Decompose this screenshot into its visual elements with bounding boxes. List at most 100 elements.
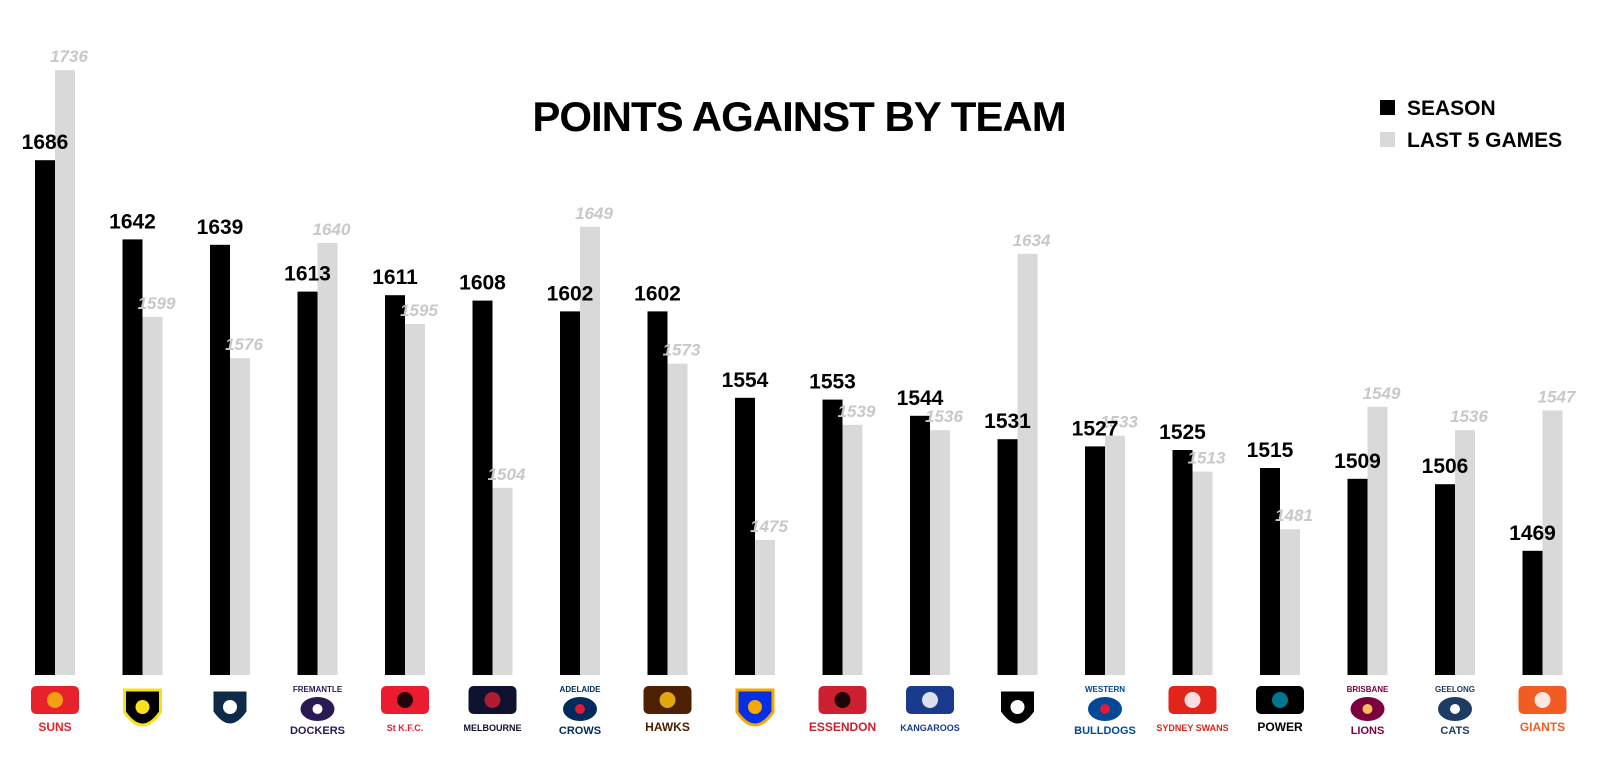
label-last5-western-bulldogs: 1533: [1100, 413, 1138, 432]
label-season-kangaroos: 1544: [897, 387, 944, 410]
label-season-hawks: 1602: [634, 282, 681, 305]
label-last5-magpies: 1634: [1013, 231, 1051, 250]
svg-text:GEELONG: GEELONG: [1435, 685, 1475, 694]
label-season-melbourne: 1608: [459, 272, 506, 295]
label-last5-tigers: 1599: [138, 294, 176, 313]
svg-text:St K.F.C.: St K.F.C.: [387, 723, 424, 733]
label-season-cats: 1506: [1422, 455, 1469, 478]
bar-last5-eagles: [755, 540, 775, 675]
west-coast-eagles-logo: [735, 688, 775, 727]
svg-text:GIANTS: GIANTS: [1520, 720, 1565, 734]
bar-last5-magpies: [1017, 253, 1038, 676]
label-season-blues: 1639: [197, 216, 244, 239]
legend-label-last5: LAST 5 GAMES: [1407, 129, 1562, 152]
bar-season-essendon: [822, 399, 843, 675]
label-season-power: 1515: [1247, 439, 1294, 462]
bar-season-kangaroos: [910, 415, 930, 675]
bar-season-suns: [35, 160, 55, 675]
bar-last5-tigers: [142, 316, 163, 675]
port-adelaide-power-logo: POWER: [1256, 686, 1304, 734]
label-season-giants: 1469: [1509, 522, 1556, 545]
bar-season-giants: [1522, 550, 1543, 675]
svg-text:SYDNEY SWANS: SYDNEY SWANS: [1156, 723, 1228, 733]
svg-text:KANGAROOS: KANGAROOS: [900, 723, 960, 733]
label-season-tigers: 1642: [109, 210, 156, 233]
label-last5-power: 1481: [1275, 506, 1313, 525]
geelong-cats-logo: GEELONG CATS: [1435, 685, 1475, 737]
richmond-tigers-logo: [123, 688, 162, 727]
bar-season-power: [1260, 468, 1280, 675]
legend-swatch-last5: [1380, 132, 1395, 147]
bar-last5-cats: [1455, 430, 1475, 675]
svg-text:CROWS: CROWS: [559, 725, 601, 737]
legend: SEASON LAST 5 GAMES: [1380, 97, 1562, 152]
svg-text:SUNS: SUNS: [38, 720, 71, 734]
label-season-dockers: 1613: [284, 263, 331, 286]
bar-season-melbourne: [472, 300, 493, 675]
bar-season-hawks: [647, 311, 668, 675]
bar-season-blues: [210, 244, 230, 676]
brisbane-lions-logo: BRISBANE LIONS: [1347, 685, 1389, 737]
label-season-suns: 1686: [22, 131, 69, 154]
bar-last5-melbourne: [492, 487, 513, 675]
value-labels-group: 1736 1686 1599 1642 1576 1639 1640 1613 1595 1611…: [22, 47, 1577, 545]
bar-season-tigers: [122, 239, 143, 675]
label-season-st-k-f-c: 1611: [372, 266, 418, 289]
label-season-adelaide-crows: 1602: [547, 282, 594, 305]
carlton-blues-logo: [210, 688, 250, 727]
label-last5-melbourne: 1504: [488, 465, 526, 484]
label-last5-blues: 1576: [225, 335, 263, 354]
svg-text:CATS: CATS: [1440, 725, 1469, 737]
bar-last5-hawks: [667, 363, 688, 675]
collingwood-magpies-logo: [998, 688, 1037, 727]
label-last5-sydney-swans: 1513: [1188, 449, 1226, 468]
label-last5-eagles: 1475: [750, 517, 788, 536]
svg-text:HAWKS: HAWKS: [645, 720, 690, 734]
bars-group: [35, 70, 1563, 676]
label-season-essendon: 1553: [809, 371, 856, 394]
hawthorn-hawks-logo: HAWKS: [643, 686, 692, 734]
svg-text:BULLDOGS: BULLDOGS: [1074, 725, 1136, 737]
bar-last5-power: [1280, 529, 1300, 675]
label-last5-cats: 1536: [1450, 407, 1488, 426]
bar-last5-giants: [1542, 410, 1563, 675]
label-last5-hawks: 1573: [663, 341, 701, 360]
label-last5-kangaroos: 1536: [925, 407, 963, 426]
bar-last5-western-bulldogs: [1105, 435, 1125, 675]
label-last5-essendon: 1539: [838, 402, 876, 421]
chart-title: POINTS AGAINST BY TEAM: [532, 93, 1065, 140]
label-season-eagles: 1554: [722, 369, 769, 392]
svg-text:ADELAIDE: ADELAIDE: [560, 685, 602, 694]
bar-last5-sydney-swans: [1192, 471, 1213, 675]
bar-season-sydney-swans: [1172, 450, 1193, 675]
svg-text:POWER: POWER: [1257, 720, 1303, 734]
svg-text:FREMANTLE: FREMANTLE: [293, 685, 343, 694]
svg-text:ESSENDON: ESSENDON: [809, 720, 876, 734]
legend-label-season: SEASON: [1407, 97, 1496, 120]
label-last5-adelaide-crows: 1649: [575, 204, 613, 223]
bar-last5-blues: [230, 358, 250, 675]
label-last5-lions: 1549: [1363, 384, 1401, 403]
label-season-lions: 1509: [1334, 450, 1381, 473]
bar-season-dockers: [297, 291, 318, 675]
north-melbourne-kangaroos-logo: KANGAROOS: [900, 686, 960, 733]
bar-last5-lions: [1367, 406, 1388, 675]
svg-text:DOCKERS: DOCKERS: [290, 725, 345, 737]
essendon-bombers-logo: ESSENDON: [809, 686, 876, 734]
label-season-magpies: 1531: [984, 410, 1031, 433]
svg-text:MELBOURNE: MELBOURNE: [464, 723, 522, 733]
label-last5-suns: 1736: [50, 47, 88, 66]
western-bulldogs-logo: WESTERN BULLDOGS: [1074, 685, 1136, 737]
bar-season-cats: [1435, 484, 1455, 675]
svg-text:BRISBANE: BRISBANE: [1347, 685, 1389, 694]
bar-season-eagles: [735, 397, 755, 675]
svg-text:WESTERN: WESTERN: [1085, 685, 1125, 694]
label-last5-giants: 1547: [1538, 387, 1577, 406]
bar-last5-kangaroos: [930, 430, 950, 675]
gws-giants-logo: GIANTS: [1518, 686, 1567, 734]
bar-season-magpies: [997, 439, 1018, 675]
bar-last5-suns: [55, 70, 75, 675]
label-season-sydney-swans: 1525: [1159, 421, 1206, 444]
legend-swatch-season: [1380, 100, 1395, 115]
bar-last5-dockers: [317, 243, 338, 675]
